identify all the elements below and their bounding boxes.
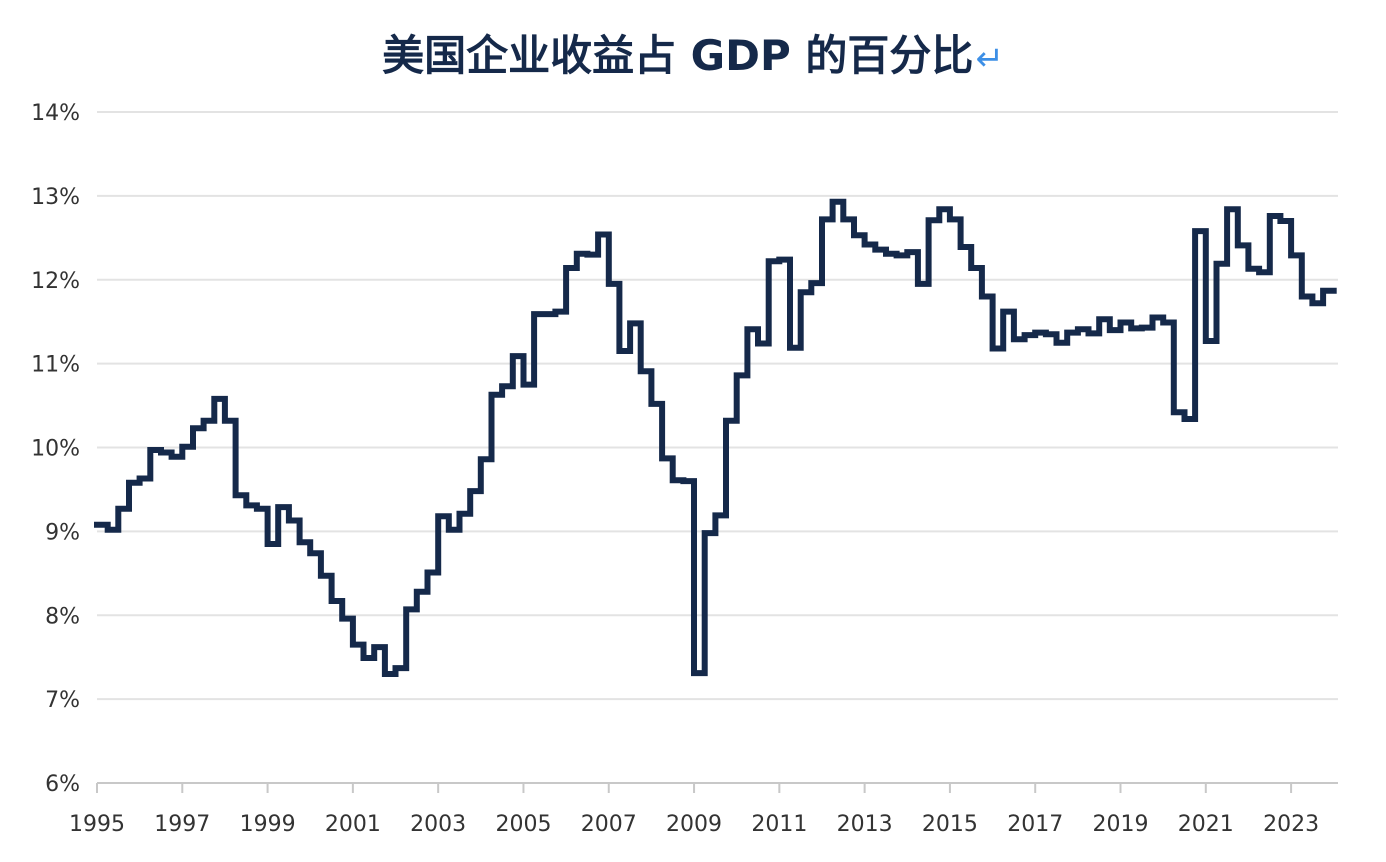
x-tick-label: 1995 [69, 812, 125, 837]
gridlines [97, 111, 1338, 784]
return-arrow-icon: ↵ [975, 39, 1004, 79]
x-tick-label: 2003 [410, 812, 466, 837]
x-tick-label: 1999 [240, 812, 296, 837]
y-tick-label: 11% [31, 353, 80, 378]
x-tick-label: 2007 [581, 812, 637, 837]
x-tick-label: 2013 [837, 812, 893, 837]
y-tick-label: 14% [31, 101, 80, 126]
y-axis-ticks: 6% 7% 8% 9% 10% 11% 12% 13% 14% [31, 101, 80, 797]
y-tick-label: 10% [31, 437, 80, 462]
x-tick-label: 2017 [1007, 812, 1063, 837]
chart-title-text: 美国企业收益占 GDP 的百分比 [382, 31, 974, 80]
y-tick-label: 6% [45, 772, 80, 797]
x-tick-label: 2011 [751, 812, 807, 837]
x-axis-ticks: 1995 1997 1999 2001 2003 2005 2007 2009 2011 2013… [69, 783, 1319, 837]
y-tick-label: 12% [31, 269, 80, 294]
y-tick-label: 13% [31, 185, 80, 210]
y-tick-label: 8% [45, 604, 80, 629]
y-tick-label: 7% [45, 688, 80, 713]
x-tick-label: 2023 [1263, 812, 1319, 837]
x-tick-label: 2015 [922, 812, 978, 837]
y-tick-label: 9% [45, 520, 80, 545]
x-tick-label: 1997 [154, 812, 210, 837]
chart-title: 美国企业收益占 GDP 的百分比↵ [0, 22, 1386, 83]
series-line [94, 198, 1337, 677]
x-tick-label: 2005 [495, 812, 551, 837]
x-tick-label: 2021 [1178, 812, 1234, 837]
x-tick-label: 2009 [666, 812, 722, 837]
x-tick-label: 2001 [325, 812, 381, 837]
x-tick-label: 2019 [1093, 812, 1149, 837]
